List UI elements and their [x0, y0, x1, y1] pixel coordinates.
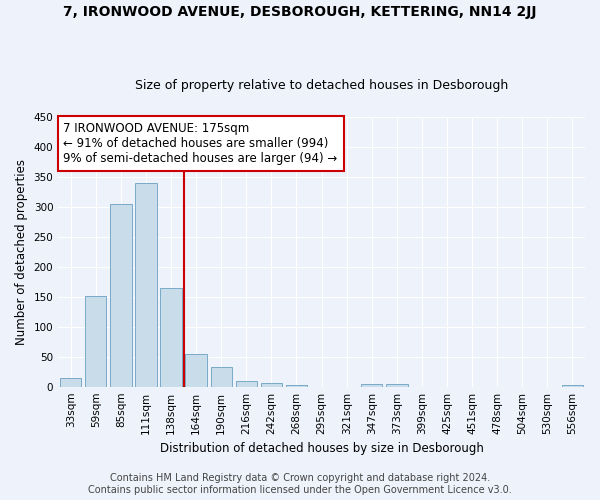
Title: Size of property relative to detached houses in Desborough: Size of property relative to detached ho… — [135, 79, 508, 92]
Bar — [110, 204, 131, 386]
Bar — [136, 183, 157, 386]
Bar — [211, 367, 232, 386]
Bar — [60, 378, 82, 386]
Bar — [562, 385, 583, 386]
Text: 7, IRONWOOD AVENUE, DESBOROUGH, KETTERING, NN14 2JJ: 7, IRONWOOD AVENUE, DESBOROUGH, KETTERIN… — [63, 5, 537, 19]
Text: 7 IRONWOOD AVENUE: 175sqm
← 91% of detached houses are smaller (994)
9% of semi-: 7 IRONWOOD AVENUE: 175sqm ← 91% of detac… — [64, 122, 338, 165]
Bar — [85, 296, 106, 386]
X-axis label: Distribution of detached houses by size in Desborough: Distribution of detached houses by size … — [160, 442, 484, 455]
Bar — [386, 384, 407, 386]
Bar — [261, 383, 282, 386]
Text: Contains HM Land Registry data © Crown copyright and database right 2024.
Contai: Contains HM Land Registry data © Crown c… — [88, 474, 512, 495]
Bar — [160, 288, 182, 386]
Y-axis label: Number of detached properties: Number of detached properties — [15, 158, 28, 344]
Bar — [236, 382, 257, 386]
Bar — [185, 354, 207, 386]
Bar — [361, 384, 382, 386]
